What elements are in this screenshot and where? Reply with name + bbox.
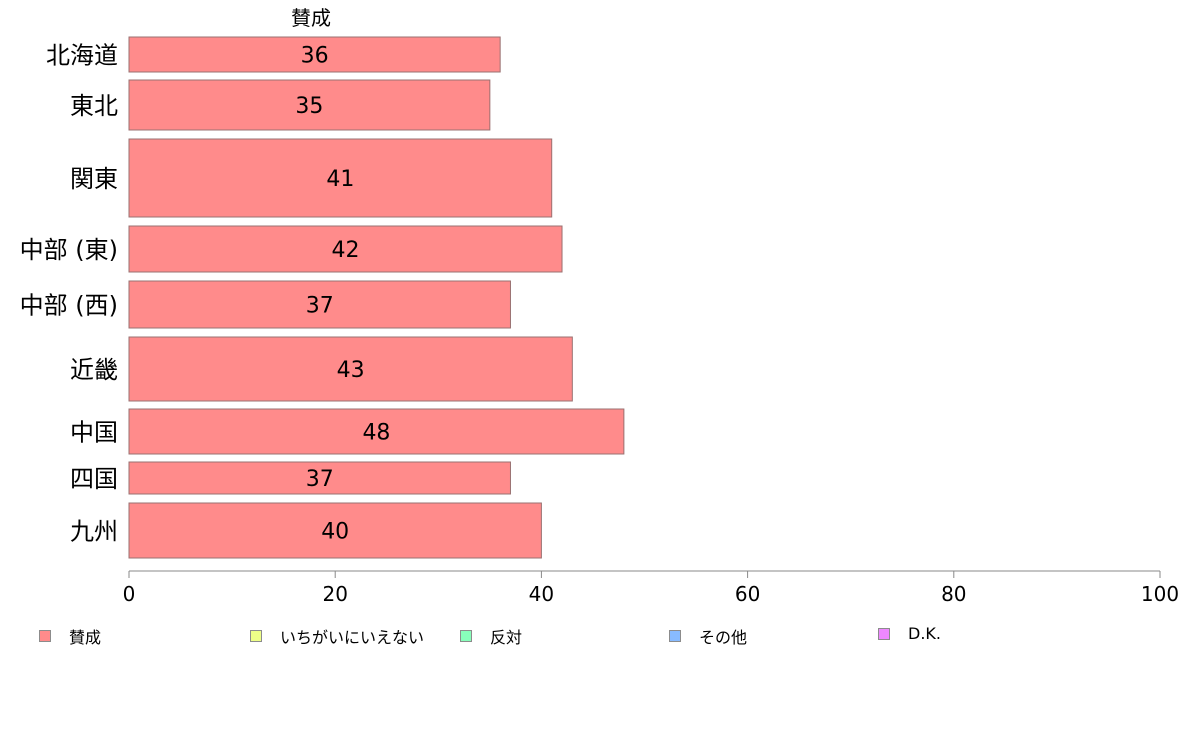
bar-6 bbox=[128, 336, 573, 402]
bar-value-label: 43 bbox=[337, 358, 365, 383]
category-label: 四国 bbox=[70, 465, 118, 493]
x-tick-label: 20 bbox=[322, 582, 347, 606]
bar-value-label: 37 bbox=[306, 294, 334, 319]
category-label: 近畿 bbox=[70, 356, 118, 384]
legend-item-sansei: 賛成 bbox=[39, 624, 101, 648]
bar-5 bbox=[128, 280, 511, 329]
legend-item-ichigaini: いちがいにいえない bbox=[250, 624, 424, 648]
legend-swatch-hantai bbox=[460, 630, 472, 642]
category-label: 北海道 bbox=[46, 42, 118, 70]
bar-3 bbox=[128, 138, 553, 218]
bar-value-label: 35 bbox=[295, 94, 323, 119]
bar-4 bbox=[128, 225, 563, 273]
x-tick-label: 100 bbox=[1141, 582, 1179, 606]
x-tick-label: 40 bbox=[529, 582, 554, 606]
legend-swatch-ichigaini bbox=[250, 630, 262, 642]
category-label: 東北 bbox=[70, 92, 118, 120]
bar-9 bbox=[128, 502, 542, 559]
legend-swatch-sonota bbox=[669, 630, 681, 642]
bar-value-label: 42 bbox=[332, 238, 360, 263]
bar-value-label: 37 bbox=[306, 467, 334, 492]
bar-value-label: 36 bbox=[301, 44, 329, 69]
bar-value-label: 40 bbox=[321, 520, 349, 545]
bar-2 bbox=[128, 79, 491, 131]
legend-label-sonota: その他 bbox=[699, 628, 748, 647]
x-axis: 0 20 40 60 80 100 bbox=[123, 570, 1179, 606]
legend-label-sansei: 賛成 bbox=[69, 628, 102, 647]
legend-item-sonota: その他 bbox=[669, 624, 747, 648]
x-tick-label: 0 bbox=[123, 582, 136, 606]
legend-swatch-dk bbox=[878, 627, 890, 640]
legend: 賛成 いちがいにいえない 反対 その他 D.K. bbox=[0, 624, 1188, 648]
bars-layer: 36 35 41 42 37 43 48 37 40 bbox=[128, 36, 625, 559]
legend-item-hantai: 反対 bbox=[460, 624, 522, 648]
legend-label-hantai: 反対 bbox=[490, 628, 523, 647]
x-tick-label: 60 bbox=[735, 582, 760, 606]
bar-value-label: 48 bbox=[362, 421, 390, 446]
category-label: 九州 bbox=[70, 518, 118, 546]
x-tick-label: 80 bbox=[941, 582, 966, 606]
legend-label-dk: D.K. bbox=[908, 624, 941, 643]
category-label: 中部 (西) bbox=[20, 292, 118, 320]
legend-label-ichigaini: いちがいにいえない bbox=[280, 628, 425, 647]
legend-swatch-sansei bbox=[39, 630, 51, 642]
column-title: 賛成 bbox=[291, 6, 331, 30]
category-label: 中国 bbox=[70, 419, 118, 447]
bar-1 bbox=[128, 36, 501, 73]
bar-value-label: 41 bbox=[326, 167, 354, 192]
bar-8 bbox=[128, 461, 511, 495]
category-label: 関東 bbox=[70, 165, 118, 193]
category-label: 中部 (東) bbox=[20, 236, 118, 264]
legend-item-dk: D.K. bbox=[878, 624, 941, 643]
bar-7 bbox=[128, 408, 625, 455]
